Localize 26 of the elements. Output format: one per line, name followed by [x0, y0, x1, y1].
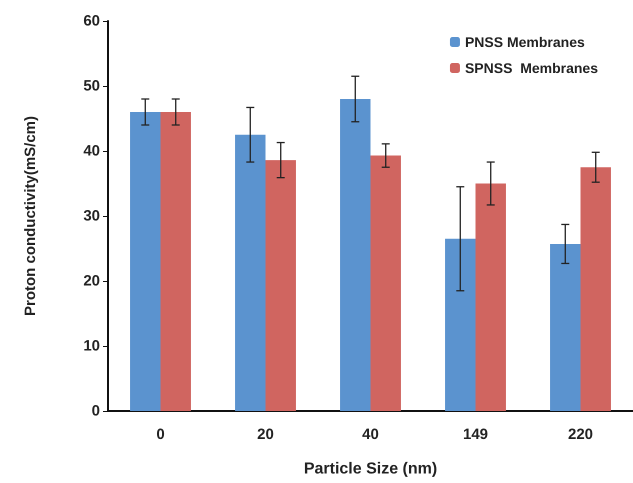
- legend-label: SPNSS Membranes: [464, 60, 598, 76]
- x-tick-label: 40: [362, 426, 379, 443]
- x-tick-label: 0: [156, 426, 165, 443]
- x-tick-label: 149: [462, 426, 488, 443]
- bar: [476, 184, 506, 411]
- y-tick-label: 50: [83, 78, 100, 94]
- bar: [235, 134, 266, 411]
- y-tick-label: 30: [83, 208, 100, 224]
- y-axis-title: Proton conductivity(mS/cm): [22, 116, 39, 316]
- y-tick-label: 60: [83, 12, 100, 30]
- y-tick-label: 20: [83, 272, 100, 290]
- bar: [580, 167, 611, 411]
- x-tick-label: 20: [257, 426, 274, 443]
- bar: [340, 99, 370, 411]
- bar: [550, 244, 580, 411]
- bar: [445, 238, 476, 411]
- bar: [160, 112, 191, 411]
- y-tick-label: 10: [83, 338, 100, 354]
- y-tick-label: 0: [92, 402, 100, 420]
- legend-label: PNSS Membranes: [464, 34, 585, 50]
- bar: [370, 156, 401, 411]
- x-tick-label: 220: [568, 426, 594, 443]
- bar: [130, 112, 160, 411]
- y-tick-label: 40: [83, 142, 100, 160]
- bar: [266, 160, 296, 411]
- x-axis-title: Particle Size (nm): [304, 460, 438, 478]
